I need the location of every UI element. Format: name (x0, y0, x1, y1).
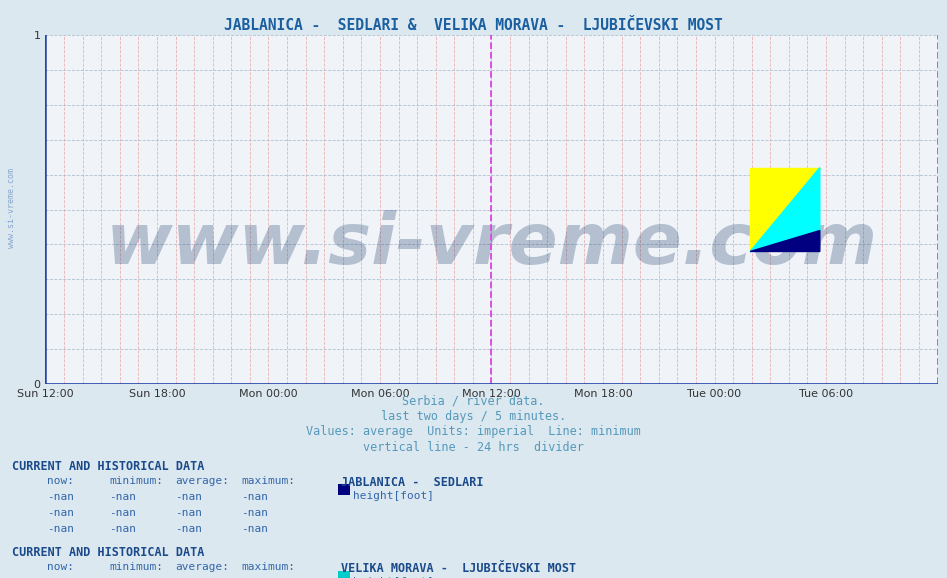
Text: maximum:: maximum: (241, 562, 295, 572)
Text: last two days / 5 minutes.: last two days / 5 minutes. (381, 410, 566, 423)
Text: www.si-vreme.com: www.si-vreme.com (7, 168, 16, 248)
Text: -nan: -nan (175, 492, 203, 502)
Text: JABLANICA -  SEDLARI &  VELIKA MORAVA -  LJUBIČEVSKI MOST: JABLANICA - SEDLARI & VELIKA MORAVA - LJ… (224, 18, 723, 34)
Polygon shape (750, 231, 820, 251)
Text: vertical line - 24 hrs  divider: vertical line - 24 hrs divider (363, 441, 584, 454)
Polygon shape (750, 168, 820, 251)
Text: VELIKA MORAVA -  LJUBIČEVSKI MOST: VELIKA MORAVA - LJUBIČEVSKI MOST (341, 562, 576, 575)
Text: -nan: -nan (175, 524, 203, 534)
Text: CURRENT AND HISTORICAL DATA: CURRENT AND HISTORICAL DATA (12, 546, 205, 559)
Text: minimum:: minimum: (109, 476, 163, 486)
Text: height[foot]: height[foot] (353, 491, 435, 501)
Text: -nan: -nan (175, 508, 203, 518)
Text: -nan: -nan (109, 508, 136, 518)
Text: minimum:: minimum: (109, 562, 163, 572)
Text: Serbia / river data.: Serbia / river data. (402, 394, 545, 407)
Text: now:: now: (47, 476, 75, 486)
Text: -nan: -nan (109, 492, 136, 502)
Text: maximum:: maximum: (241, 476, 295, 486)
Text: Values: average  Units: imperial  Line: minimum: Values: average Units: imperial Line: mi… (306, 425, 641, 438)
Text: now:: now: (47, 562, 75, 572)
Text: -nan: -nan (109, 524, 136, 534)
Text: average:: average: (175, 562, 229, 572)
Text: -nan: -nan (47, 492, 75, 502)
Text: -nan: -nan (47, 524, 75, 534)
Text: -nan: -nan (241, 524, 269, 534)
Text: -nan: -nan (47, 508, 75, 518)
Text: CURRENT AND HISTORICAL DATA: CURRENT AND HISTORICAL DATA (12, 460, 205, 472)
Text: average:: average: (175, 476, 229, 486)
Text: height[foot]: height[foot] (353, 577, 435, 578)
Text: www.si-vreme.com: www.si-vreme.com (105, 210, 878, 279)
Polygon shape (750, 168, 820, 251)
Text: -nan: -nan (241, 492, 269, 502)
Text: JABLANICA -  SEDLARI: JABLANICA - SEDLARI (341, 476, 483, 488)
Text: -nan: -nan (241, 508, 269, 518)
